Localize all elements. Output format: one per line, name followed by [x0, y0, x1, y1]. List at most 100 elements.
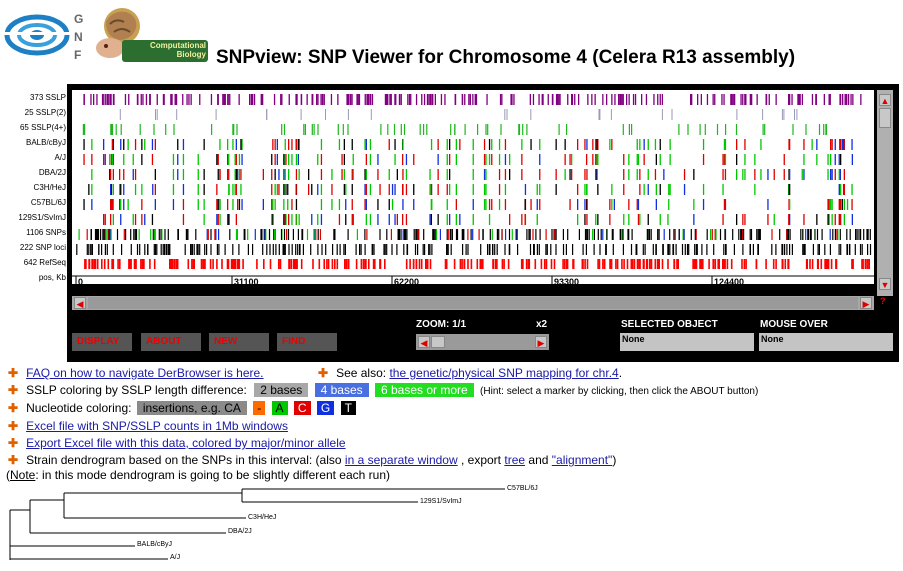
marker-tick[interactable] — [485, 199, 487, 210]
marker-tick[interactable] — [407, 94, 409, 105]
marker-tick[interactable] — [365, 184, 367, 195]
marker-tick[interactable] — [306, 229, 309, 240]
marker-tick[interactable] — [140, 259, 142, 269]
vertical-scroll-thumb[interactable] — [879, 108, 891, 128]
marker-tick[interactable] — [510, 94, 512, 105]
marker-tick[interactable] — [422, 244, 424, 255]
marker-tick[interactable] — [283, 169, 285, 180]
marker-tick[interactable] — [564, 139, 566, 150]
marker-tick[interactable] — [582, 244, 584, 255]
marker-tick[interactable] — [238, 259, 241, 269]
marker-tick[interactable] — [564, 259, 566, 269]
marker-tick[interactable] — [616, 259, 619, 269]
marker-tick[interactable] — [119, 169, 121, 180]
marker-tick[interactable] — [669, 139, 671, 150]
marker-tick[interactable] — [472, 229, 474, 240]
marker-tick[interactable] — [106, 244, 108, 255]
marker-tick[interactable] — [741, 259, 743, 269]
marker-tick[interactable] — [357, 94, 359, 105]
marker-tick[interactable] — [197, 244, 199, 255]
marker-tick[interactable] — [584, 169, 586, 180]
marker-tick[interactable] — [404, 229, 406, 240]
marker-tick[interactable] — [317, 94, 319, 105]
marker-tick[interactable] — [620, 94, 622, 105]
marker-tick[interactable] — [343, 184, 345, 195]
marker-tick[interactable] — [188, 94, 190, 105]
marker-tick[interactable] — [816, 139, 818, 150]
marker-tick[interactable] — [83, 94, 85, 105]
marker-tick[interactable] — [508, 229, 511, 240]
marker-tick[interactable] — [185, 229, 187, 240]
marker-tick[interactable] — [688, 244, 690, 255]
marker-tick[interactable] — [846, 229, 848, 240]
marker-tick[interactable] — [702, 154, 705, 165]
marker-tick[interactable] — [612, 229, 614, 240]
marker-tick[interactable] — [276, 184, 278, 195]
marker-tick[interactable] — [472, 199, 474, 210]
marker-tick[interactable] — [736, 214, 738, 225]
marker-tick[interactable] — [204, 259, 206, 269]
marker-tick[interactable] — [772, 259, 775, 269]
marker-tick[interactable] — [129, 259, 131, 269]
marker-tick[interactable] — [667, 214, 669, 225]
marker-tick[interactable] — [659, 94, 661, 105]
marker-tick[interactable] — [446, 154, 448, 165]
marker-tick[interactable] — [391, 244, 393, 255]
marker-tick[interactable] — [451, 229, 453, 240]
marker-tick[interactable] — [555, 184, 557, 195]
marker-tick[interactable] — [112, 169, 114, 180]
marker-tick[interactable] — [405, 259, 408, 269]
marker-tick[interactable] — [236, 124, 238, 135]
marker-tick[interactable] — [406, 229, 408, 240]
marker-tick[interactable] — [602, 94, 604, 105]
marker-tick[interactable] — [295, 94, 297, 105]
marker-tick[interactable] — [295, 199, 298, 210]
marker-tick[interactable] — [240, 184, 242, 195]
marker-tick[interactable] — [577, 199, 579, 210]
marker-tick[interactable] — [832, 229, 834, 240]
marker-tick[interactable] — [90, 229, 92, 240]
marker-tick[interactable] — [669, 184, 671, 195]
marker-tick[interactable] — [602, 229, 604, 240]
marker-tick[interactable] — [828, 199, 830, 210]
marker-tick[interactable] — [359, 244, 361, 255]
marker-tick[interactable] — [218, 229, 220, 240]
marker-tick[interactable] — [488, 214, 491, 225]
marker-tick[interactable] — [278, 169, 280, 180]
marker-tick[interactable] — [567, 229, 569, 240]
marker-tick[interactable] — [390, 94, 392, 105]
marker-tick[interactable] — [744, 139, 746, 150]
marker-tick[interactable] — [120, 139, 122, 150]
marker-tick[interactable] — [111, 124, 114, 135]
marker-tick[interactable] — [830, 154, 832, 165]
marker-tick[interactable] — [487, 244, 489, 255]
marker-tick[interactable] — [855, 229, 857, 240]
marker-tick[interactable] — [172, 199, 175, 210]
marker-tick[interactable] — [252, 94, 254, 105]
marker-tick[interactable] — [182, 154, 185, 165]
marker-tick[interactable] — [744, 94, 746, 105]
marker-tick[interactable] — [234, 169, 236, 180]
marker-tick[interactable] — [379, 229, 381, 240]
marker-tick[interactable] — [789, 169, 791, 180]
marker-tick[interactable] — [645, 94, 648, 105]
marker-tick[interactable] — [611, 199, 613, 210]
marker-tick[interactable] — [586, 184, 588, 195]
marker-tick[interactable] — [719, 229, 722, 240]
marker-tick[interactable] — [836, 229, 838, 240]
marker-tick[interactable] — [284, 154, 286, 165]
marker-tick[interactable] — [156, 244, 158, 255]
marker-tick[interactable] — [306, 94, 308, 105]
marker-tick[interactable] — [195, 229, 197, 240]
marker-tick[interactable] — [272, 139, 274, 150]
marker-tick[interactable] — [358, 94, 361, 105]
marker-tick[interactable] — [288, 154, 290, 165]
marker-tick[interactable] — [312, 94, 314, 105]
marker-tick[interactable] — [550, 244, 552, 255]
marker-tick[interactable] — [164, 229, 166, 240]
marker-tick[interactable] — [623, 184, 625, 195]
marker-tick[interactable] — [491, 199, 493, 210]
marker-tick[interactable] — [725, 244, 727, 255]
marker-tick[interactable] — [103, 94, 105, 105]
marker-tick[interactable] — [134, 139, 137, 150]
